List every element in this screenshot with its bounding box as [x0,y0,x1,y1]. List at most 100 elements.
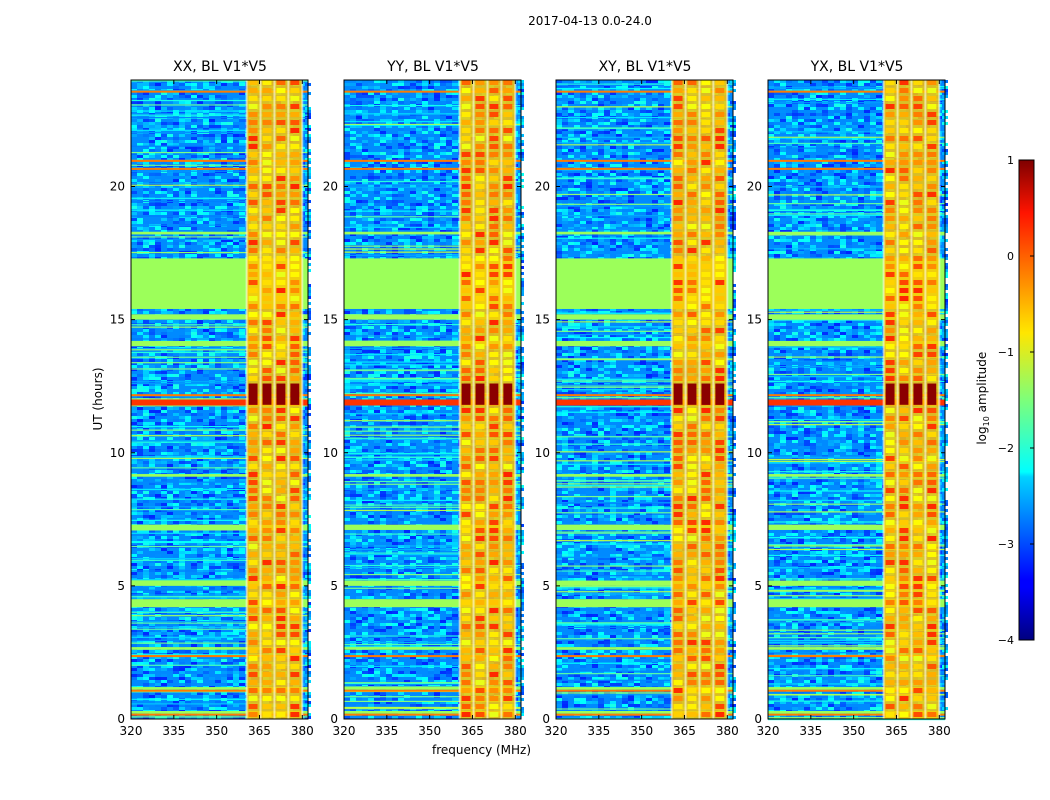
heatmap-cell [137,677,143,680]
heatmap-cell [434,83,440,86]
heatmap-cell [191,437,197,440]
heatmap-cell [161,233,167,236]
heatmap-cell [131,491,137,494]
heatmap-cell [239,461,245,464]
heatmap-cell [239,218,245,221]
heatmap-cell [143,134,149,137]
heatmap-cell [173,92,179,95]
heatmap-cell [209,359,215,362]
heatmap-cell [203,365,209,368]
rfi-channel-cell [276,488,286,493]
heatmap-cell [368,89,374,92]
heatmap-cell [203,254,209,257]
heatmap-cell [149,329,155,332]
rfi-channel-cell [276,360,286,365]
heatmap-cell [161,353,167,356]
heatmap-cell [143,386,149,389]
heatmap-cell [227,692,233,695]
heatmap-cell [227,617,233,620]
heatmap-cell [137,86,143,89]
heatmap-cell [137,494,143,497]
heatmap-cell [131,134,137,137]
heatmap-cell [350,122,356,125]
rfi-channel-cell [248,656,258,661]
heatmap-cell [131,248,137,251]
heatmap-cell [209,392,215,395]
heatmap-cell [179,395,185,398]
heatmap-cell [209,233,215,236]
heatmap-cell [179,212,185,215]
heatmap-cell [161,149,167,152]
heatmap-cell [143,437,149,440]
heatmap-cell [197,233,203,236]
heatmap-cell [356,107,362,110]
heatmap-cell [173,461,179,464]
heatmap-cell [428,107,434,110]
heatmap-cell [131,194,137,197]
heatmap-cell [209,506,215,509]
heatmap-cell [446,98,452,101]
heatmap-cell [446,95,452,98]
heatmap-cell [209,95,215,98]
heatmap-cell [221,158,227,161]
heatmap-cell [203,497,209,500]
rfi-channel-cell [290,152,300,157]
heatmap-cell [155,692,161,695]
heatmap-cell [185,161,191,164]
rfi-event-cell [276,383,286,405]
heatmap-cell [209,518,215,521]
heatmap-cell [215,467,221,470]
heatmap-cell [173,413,179,416]
heatmap-cell [149,239,155,242]
rfi-channel-cell [276,232,286,237]
heatmap-cell [239,353,245,356]
heatmap-cell [131,446,137,449]
rfi-channel-cell [248,632,258,637]
heatmap-cell [131,191,137,194]
time-rfi-line [131,639,308,642]
heatmap-cell [221,179,227,182]
heatmap-cell [209,437,215,440]
heatmap-cell [239,119,245,122]
heatmap-cell [137,518,143,521]
heatmap-cell [374,95,380,98]
heatmap-cell [161,635,167,638]
heatmap-cell [149,152,155,155]
heatmap-cell [227,464,233,467]
heatmap-cell [155,485,161,488]
heatmap-cell [161,641,167,644]
heatmap-cell [209,464,215,467]
rfi-channel-cell [276,496,286,501]
heatmap-cell [227,152,233,155]
heatmap-cell [179,422,185,425]
heatmap-cell [149,86,155,89]
heatmap-cell [227,521,233,524]
rfi-channel-cell [290,528,300,533]
heatmap-cell [239,230,245,233]
heatmap-cell [131,395,137,398]
heatmap-cell [404,86,410,89]
heatmap-cell [428,89,434,92]
heatmap-cell [446,119,452,122]
heatmap-cell [344,95,350,98]
heatmap-cell [173,410,179,413]
heatmap-cell [239,608,245,611]
heatmap-cell [191,449,197,452]
heatmap-cell [149,656,155,659]
heatmap-cell [227,554,233,557]
heatmap-cell [161,413,167,416]
heatmap-cell [221,437,227,440]
heatmap-cell [197,428,203,431]
heatmap-cell [215,137,221,140]
heatmap-cell [239,680,245,683]
heatmap-cell [161,332,167,335]
heatmap-cell [191,644,197,647]
heatmap-cell [173,656,179,659]
heatmap-cell [197,629,203,632]
heatmap-cell [233,152,239,155]
heatmap-cell [173,86,179,89]
heatmap-cell [161,470,167,473]
heatmap-cell [161,350,167,353]
heatmap-cell [173,122,179,125]
heatmap-cell [155,416,161,419]
